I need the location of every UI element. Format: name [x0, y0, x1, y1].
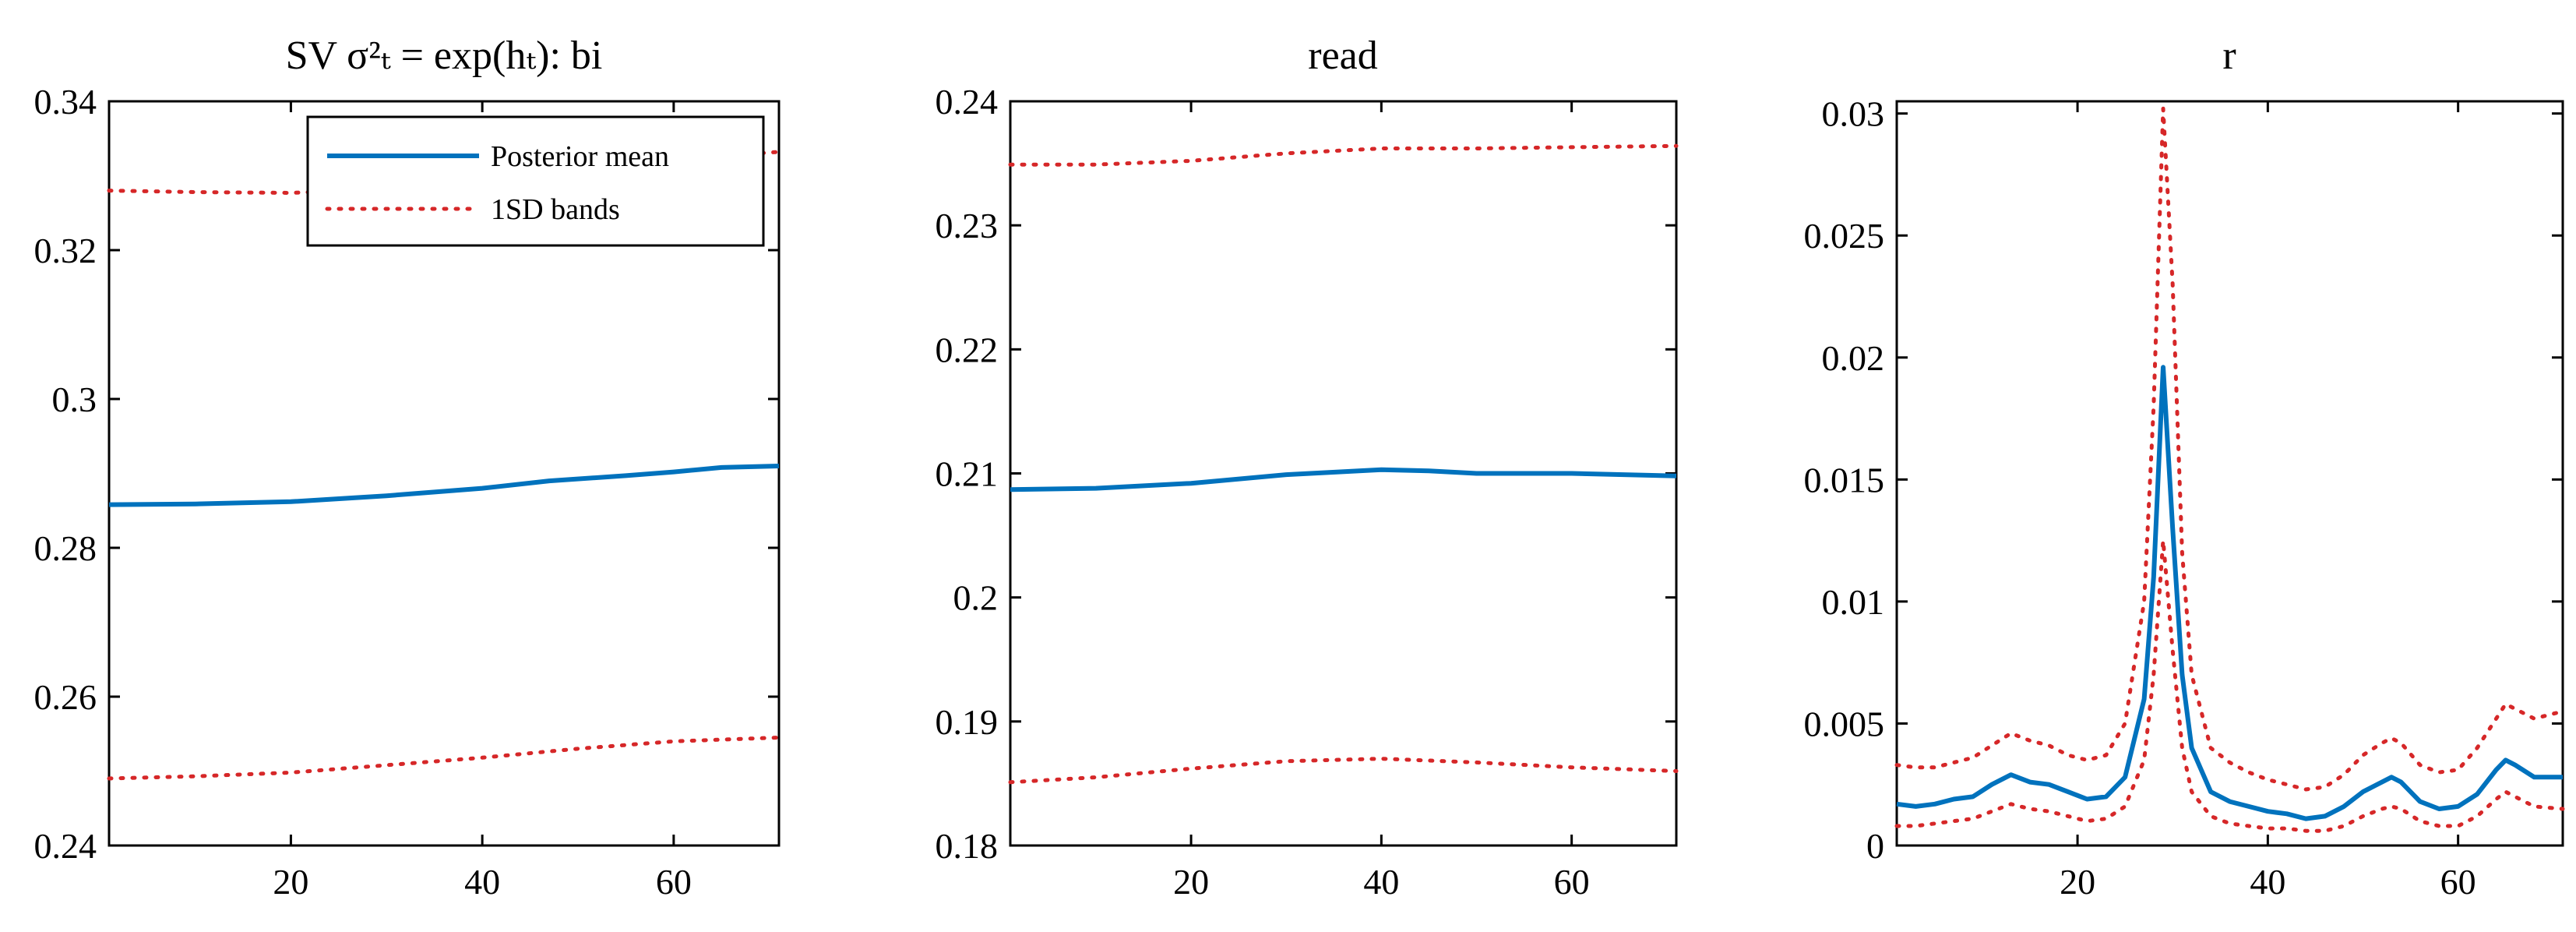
series-layer [1894, 106, 2565, 833]
y-tick-label: 0.34 [34, 82, 97, 122]
sd-band-line [1008, 757, 1679, 785]
plot-frame [107, 100, 781, 847]
y-tick-label: 0.19 [936, 702, 999, 742]
x-tick-labels: 20 40 60 [2060, 862, 2476, 902]
x-tick-label: 40 [2250, 862, 2285, 902]
y-tick-label: 0.32 [34, 231, 97, 270]
legend-label-posterior-mean: Posterior mean [491, 140, 669, 173]
y-tick-label: 0.2 [953, 578, 999, 618]
panel-r: r 0 0.005 0.01 0.015 0.02 0.025 0.03 20 40 60 [1804, 34, 2565, 902]
y-tick-label: 0.3 [52, 380, 97, 419]
legend-label-1sd-bands: 1SD bands [491, 193, 620, 226]
y-tick-label: 0.015 [1804, 460, 1885, 500]
legend: Posterior mean 1SD bands [306, 115, 765, 247]
posterior-mean-line [108, 464, 780, 507]
panel-bi: SV σ²ₜ = exp(hₜ): bi 0.24 0.26 0.28 0.3 0.32… [34, 34, 781, 902]
x-tick-label: 20 [1173, 862, 1209, 902]
y-tick-label: 0.24 [936, 82, 999, 122]
x-tick-label: 40 [1363, 862, 1399, 902]
y-tick-label: 0.21 [936, 454, 999, 494]
y-tick-label: 0.26 [34, 677, 97, 717]
legend-box [306, 115, 765, 247]
y-tick-label: 0.005 [1804, 704, 1885, 743]
chart-title: read [1308, 34, 1377, 78]
x-tick-label: 60 [2440, 862, 2476, 902]
y-tick-label: 0.03 [1822, 94, 1885, 134]
x-tick-labels: 20 40 60 [273, 862, 691, 902]
y-tick-label: 0.18 [936, 826, 999, 866]
y-tick-label: 0.24 [34, 826, 97, 866]
panel-read: read 0.18 0.19 0.2 0.21 0.22 0.23 0.24 20 40 60 [936, 34, 1679, 902]
series-layer [1008, 143, 1679, 785]
x-tick-label: 60 [1554, 862, 1590, 902]
sd-band-line [1894, 106, 2565, 792]
y-tick-label: 0.02 [1822, 338, 1885, 378]
plot-frame [1895, 100, 2564, 847]
x-tick-label: 40 [464, 862, 500, 902]
x-tick-label: 20 [2060, 862, 2095, 902]
sd-band-line [107, 736, 781, 781]
sd-band-line [1894, 538, 2565, 833]
y-tick-label: 0 [1866, 826, 1884, 866]
y-tick-label: 0.23 [936, 206, 999, 245]
y-tick-label: 0.01 [1822, 582, 1885, 622]
y-tick-labels: 0.24 0.26 0.28 0.3 0.32 0.34 [34, 82, 97, 866]
y-tick-label: 0.28 [34, 528, 97, 568]
chart-title: r [2222, 34, 2236, 78]
sd-band-line [1008, 143, 1679, 167]
x-tick-labels: 20 40 60 [1173, 862, 1590, 902]
y-tick-labels: 0 0.005 0.01 0.015 0.02 0.025 0.03 [1804, 94, 1885, 866]
y-tick-label: 0.025 [1804, 216, 1885, 256]
y-tick-labels: 0.18 0.19 0.2 0.21 0.22 0.23 0.24 [936, 82, 999, 866]
posterior-mean-line [1010, 467, 1677, 492]
chart-title: SV σ²ₜ = exp(hₜ): bi [286, 34, 603, 78]
posterior-mean-line [1896, 365, 2563, 821]
x-tick-label: 20 [273, 862, 308, 902]
y-tick-label: 0.22 [936, 330, 999, 369]
x-tick-label: 60 [656, 862, 692, 902]
